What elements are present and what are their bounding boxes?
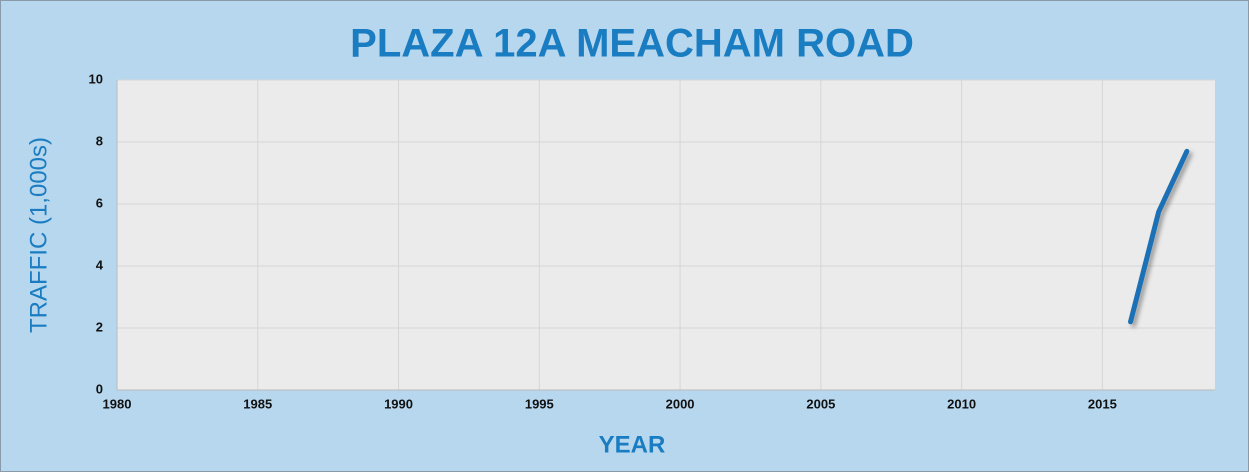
y-axis-label: TRAFFIC (1,000s) [25, 137, 52, 333]
x-tick-label: 2000 [666, 396, 695, 411]
x-tick-label: 2015 [1088, 396, 1117, 411]
x-tick-label: 1990 [384, 396, 413, 411]
x-tick-label: 1985 [243, 396, 272, 411]
x-tick-label: 2005 [806, 396, 835, 411]
plot-area [117, 80, 1215, 390]
x-axis-label: YEAR [599, 431, 666, 458]
y-tick-label: 10 [89, 71, 103, 86]
y-tick-label: 8 [96, 133, 103, 148]
y-tick-label: 0 [96, 381, 103, 396]
y-tick-label: 4 [96, 257, 104, 272]
y-tick-label: 2 [96, 319, 103, 334]
x-tick-label: 1980 [103, 396, 132, 411]
x-tick-label: 1995 [525, 396, 554, 411]
y-tick-label: 6 [96, 195, 103, 210]
x-tick-label: 2010 [947, 396, 976, 411]
data-line [1128, 148, 1190, 325]
chart-title: PLAZA 12A MEACHAM ROAD [350, 22, 914, 66]
